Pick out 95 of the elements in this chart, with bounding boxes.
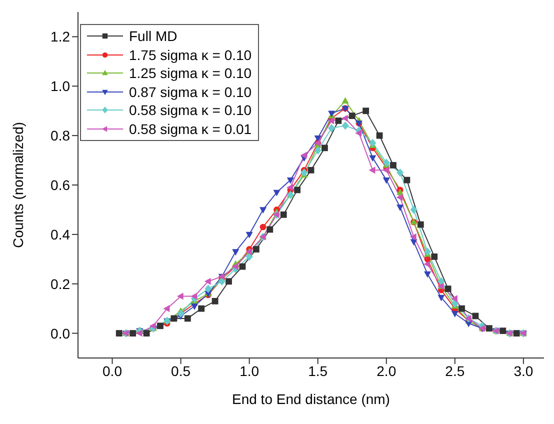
point <box>204 278 211 285</box>
point <box>294 186 300 194</box>
point <box>308 166 314 174</box>
point <box>396 194 403 201</box>
point <box>382 177 390 184</box>
point <box>355 130 362 137</box>
y-tick-label: 0.6 <box>50 176 70 193</box>
x-tick-label: 1.5 <box>308 362 328 379</box>
point <box>157 322 164 330</box>
legend-label: 0.58 sigma κ = 0.10 <box>129 101 252 120</box>
point <box>322 144 328 152</box>
point <box>328 124 336 132</box>
point <box>382 166 389 174</box>
point <box>212 298 218 304</box>
point <box>431 253 438 260</box>
y-tick-label: 0.4 <box>50 226 70 242</box>
point <box>116 330 122 336</box>
x-tick-label: 0.5 <box>171 362 191 379</box>
point <box>348 112 356 119</box>
point <box>190 304 198 310</box>
point <box>130 330 136 336</box>
point <box>444 286 452 292</box>
point <box>190 292 198 300</box>
point <box>486 325 492 332</box>
point <box>451 310 458 318</box>
y-tick-label: 1.2 <box>50 28 70 45</box>
point <box>204 284 212 293</box>
point <box>424 271 432 278</box>
x-tick-label: 0.0 <box>102 362 122 379</box>
x-axis-title: End to End distance (nm) <box>232 391 390 407</box>
point <box>163 305 170 312</box>
point <box>369 138 376 148</box>
point <box>500 328 506 334</box>
point <box>280 211 287 218</box>
point <box>314 135 322 142</box>
y-axis-title: Counts (normalized) <box>10 122 26 248</box>
point <box>404 176 410 184</box>
point <box>328 117 334 124</box>
point <box>246 232 253 238</box>
point <box>342 97 349 104</box>
y-tick-label: 1.0 <box>50 78 70 94</box>
point <box>150 322 156 330</box>
point <box>335 118 342 124</box>
point <box>369 155 376 162</box>
point <box>390 162 396 168</box>
point <box>396 204 404 212</box>
point <box>458 305 465 312</box>
y-tick-label: 0.2 <box>50 276 70 292</box>
point <box>176 292 184 300</box>
point <box>252 246 260 252</box>
point <box>273 190 280 196</box>
legend-label: 1.25 sigma κ = 0.10 <box>129 64 252 82</box>
x-tick-label: 2.0 <box>376 362 396 379</box>
point <box>368 166 376 174</box>
point <box>239 263 246 270</box>
point <box>438 294 445 302</box>
point <box>451 295 458 302</box>
point <box>410 233 416 240</box>
legend-label: 1.75 sigma κ = 0.10 <box>129 46 252 64</box>
point <box>376 132 383 139</box>
point <box>300 168 308 177</box>
legend-label: Full MD <box>129 27 178 46</box>
point <box>170 315 178 322</box>
y-tick-label: 0.0 <box>50 325 70 342</box>
point <box>396 168 404 177</box>
x-tick-label: 2.5 <box>445 362 465 379</box>
point <box>266 226 274 233</box>
point <box>218 277 226 286</box>
point <box>260 224 266 230</box>
legend-label: 0.87 sigma κ = 0.10 <box>129 82 252 101</box>
point <box>382 158 390 167</box>
point <box>260 207 267 214</box>
point <box>300 152 307 159</box>
point <box>143 330 150 336</box>
point <box>417 221 424 228</box>
point <box>286 184 293 191</box>
x-tick-label: 3.0 <box>514 362 534 379</box>
y-tick-label: 0.8 <box>50 128 70 144</box>
point <box>314 146 322 155</box>
point <box>341 114 348 122</box>
point <box>246 252 253 261</box>
point <box>424 248 432 256</box>
point <box>232 249 240 256</box>
point <box>410 206 418 214</box>
point <box>451 299 458 308</box>
point <box>226 278 232 285</box>
x-tick-label: 1.0 <box>240 362 260 379</box>
point <box>286 177 294 184</box>
point <box>342 122 349 130</box>
point <box>424 260 430 268</box>
legend-label: 0.58 sigma κ = 0.01 <box>129 120 252 138</box>
point <box>513 330 520 336</box>
point <box>184 315 191 322</box>
point <box>362 108 370 114</box>
point <box>198 305 205 312</box>
